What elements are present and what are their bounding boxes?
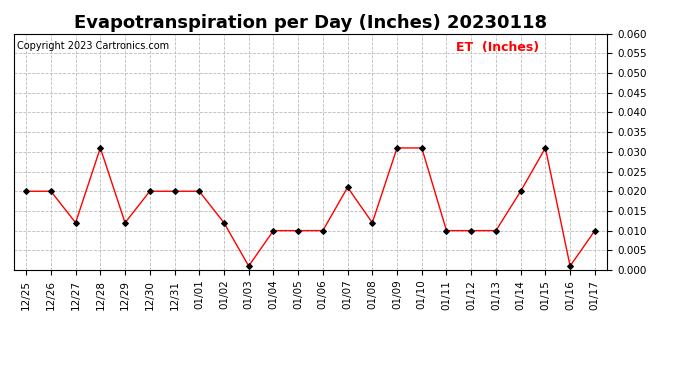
Text: Copyright 2023 Cartronics.com: Copyright 2023 Cartronics.com: [17, 41, 169, 51]
Title: Evapotranspiration per Day (Inches) 20230118: Evapotranspiration per Day (Inches) 2023…: [74, 14, 547, 32]
Text: ET  (Inches): ET (Inches): [456, 41, 539, 54]
